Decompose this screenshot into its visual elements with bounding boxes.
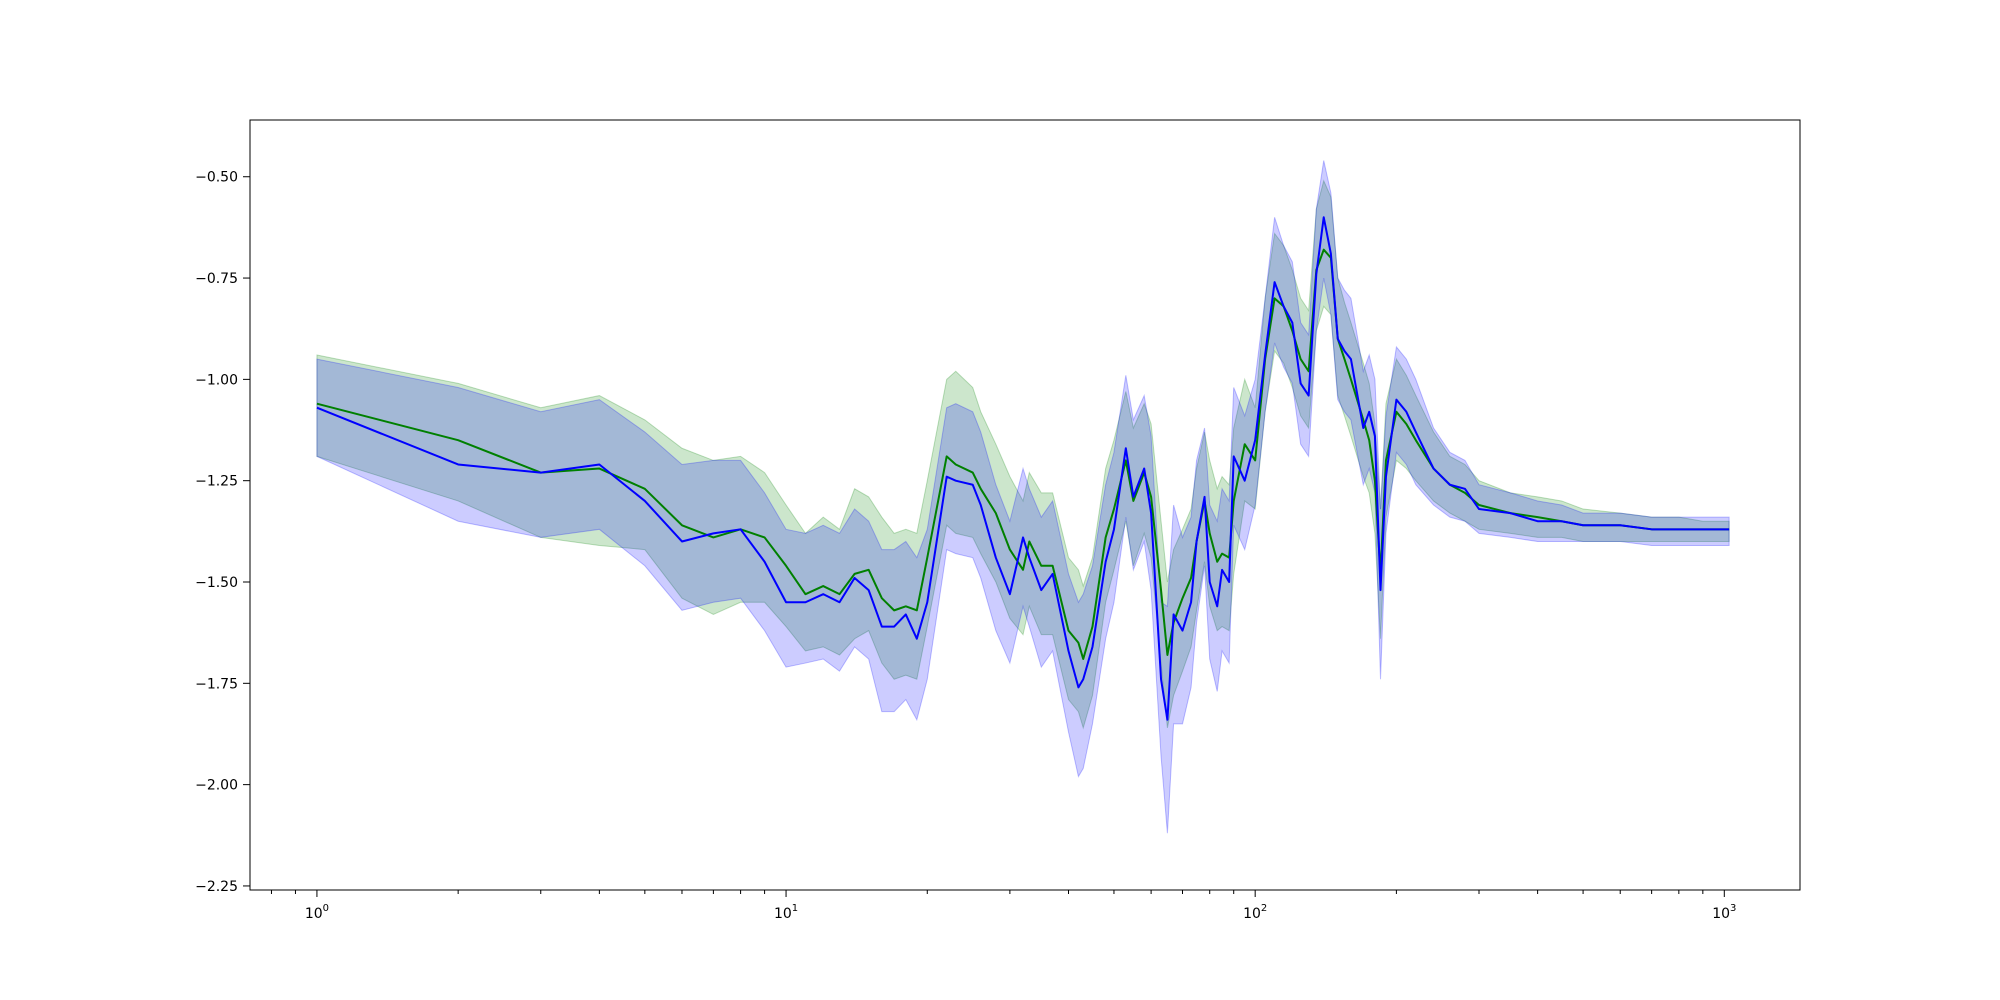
x-tick-label: 103 <box>1712 903 1736 922</box>
y-tick-label: −1.75 <box>195 676 238 692</box>
y-tick-label: −0.75 <box>195 271 238 287</box>
y-tick-label: −1.50 <box>195 575 238 591</box>
y-axis: −0.50 −0.75 −1.00 −1.25 −1.50 −1.75 −2.00 −2.25 <box>195 170 250 895</box>
confidence-bands <box>316 160 1730 834</box>
x-tick-label: 102 <box>1243 903 1267 922</box>
y-tick-label: −2.25 <box>195 879 238 895</box>
x-axis: 100 101 102 103 <box>270 890 1736 922</box>
y-tick-label: −1.00 <box>195 372 238 388</box>
y-tick-label: −2.00 <box>195 778 238 794</box>
series-lines <box>316 216 1730 721</box>
series-1-band <box>316 179 1730 730</box>
series-2-line <box>316 216 1730 721</box>
y-tick-label: −0.50 <box>195 170 238 186</box>
x-tick-label: 101 <box>774 903 798 922</box>
series-2-band <box>316 160 1730 834</box>
x-tick-label: 100 <box>305 903 329 922</box>
plot-area-frame <box>249 119 1801 891</box>
series-1-line <box>316 248 1730 660</box>
y-tick-label: −1.25 <box>195 474 238 490</box>
